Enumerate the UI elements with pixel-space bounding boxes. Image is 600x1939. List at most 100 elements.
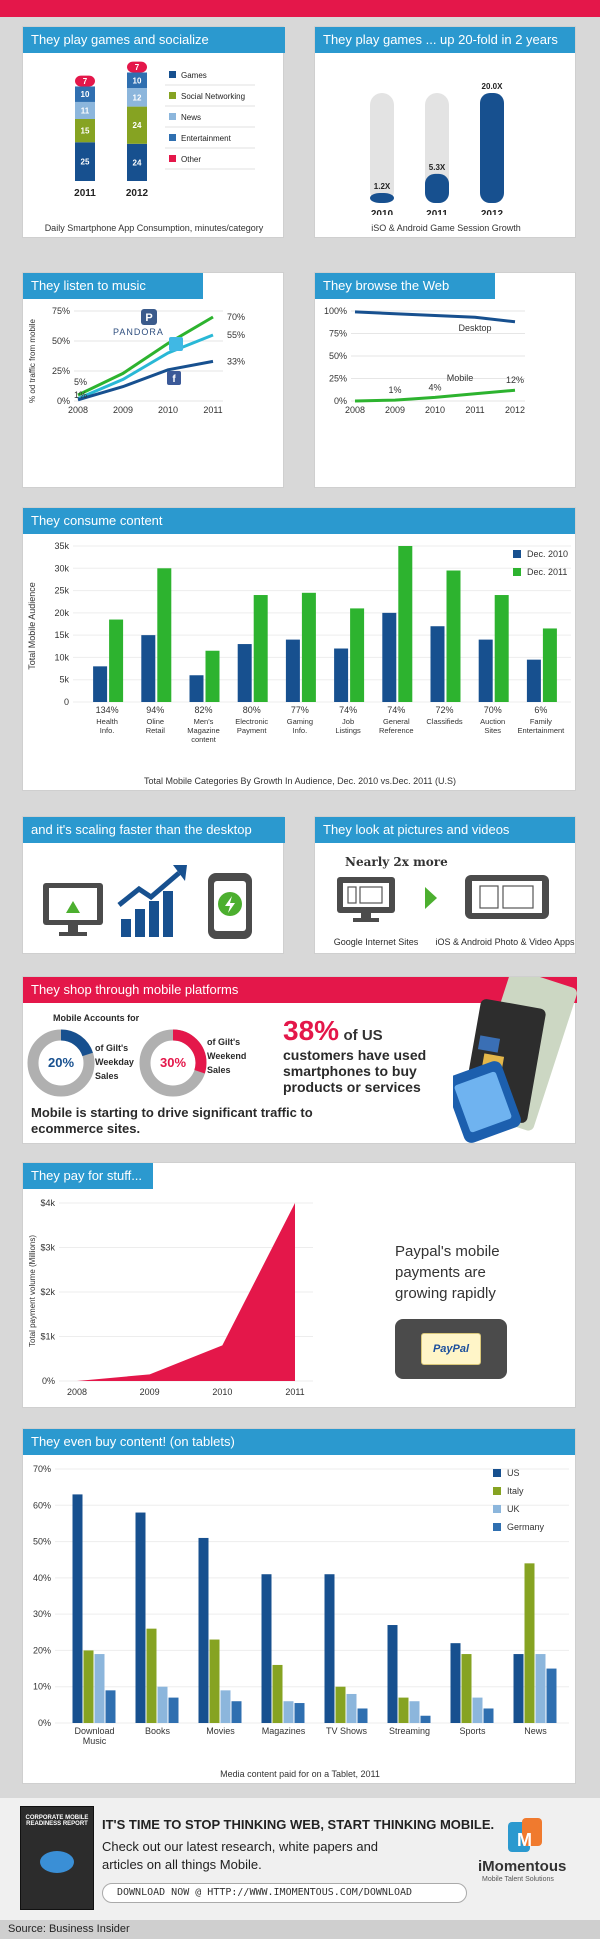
buy-bar-books-us (135, 1512, 146, 1723)
pandora-wordmark: PANDORA (113, 327, 164, 337)
games-legend-label-other: Other (181, 155, 201, 164)
pay-note-line-2: payments are (395, 1264, 486, 1281)
tablet-photo-icon (465, 875, 549, 919)
buy-bar-books-italy (146, 1628, 157, 1723)
music-xtick-2011: 2011 (203, 405, 222, 415)
content-ytick-20k: 20k (54, 608, 69, 618)
games-value-2012-other: 7 (135, 63, 140, 72)
growth-tick-2012: 2012 (481, 209, 504, 215)
buy-bar-books-uk (157, 1686, 168, 1723)
book-title-line-1: CORPORATE MOBILE (25, 1815, 89, 1821)
imomentous-logo-icon: M (508, 1818, 542, 1852)
content-caption: Total Mobile Categories By Growth In Aud… (144, 776, 456, 786)
games-value-2012-entertainment: 10 (133, 76, 142, 85)
buy-legend-label-italy: Italy (507, 1486, 524, 1496)
content-legend-label-dec-2011: Dec. 2011 (527, 567, 567, 577)
web-series-desktop: Desktop (458, 323, 491, 333)
music-end-facebook: 33% (227, 356, 245, 366)
download-link[interactable]: DOWNLOAD NOW @ HTTP://WWW.IMOMENTOUS.COM… (102, 1883, 467, 1903)
content-xtick-health-info-0: Health (96, 717, 118, 726)
buy-bar-streaming-us (387, 1625, 398, 1723)
content-growth-health-info: 134% (96, 705, 119, 715)
web-xtick-2012: 2012 (505, 405, 525, 415)
content-bar-men-s-magazine-content-dec-2010 (189, 675, 204, 702)
shop-big-text-2: customers have used (283, 1047, 427, 1063)
content-xtick-electronic-payment-0: Electronic (235, 717, 268, 726)
web-ytick-0: 0% (334, 396, 347, 406)
content-bar-men-s-magazine-content-dec-2011 (205, 650, 220, 702)
web-point-mobile-4: 12% (506, 375, 524, 385)
weekday-donut (27, 1029, 95, 1097)
twitter-icon (169, 337, 183, 351)
music-start-facebook: 1% (74, 390, 87, 400)
content-bar-health-info-dec-2010 (93, 666, 108, 702)
web-xtick-2009: 2009 (385, 405, 405, 415)
buy-xtick-download-music-1: Music (83, 1736, 107, 1746)
growth-label-2010: 1.2X (374, 182, 391, 191)
buy-bar-news-us (513, 1654, 524, 1723)
buy-bar-sports-us (450, 1643, 461, 1723)
buy-xtick-tv-shows-0: TV Shows (326, 1726, 368, 1736)
weekend-label-line-2: Weekend (207, 1051, 247, 1061)
footer-body: Check out our latest research, white pap… (102, 1838, 378, 1874)
buy-legend-label-germany: Germany (507, 1522, 545, 1532)
games-value-2011-news: 11 (81, 106, 90, 115)
buy-bar-movies-us (198, 1537, 209, 1723)
buy-ytick-40: 40% (33, 1573, 51, 1583)
buy-bar-tv-shows-italy (335, 1686, 346, 1723)
shop-big-text-1: of US (343, 1027, 383, 1044)
games-bar-2011-news (75, 101, 95, 119)
paypal-phone-icon: PayPal (395, 1319, 507, 1379)
games-legend-label-games: Games (181, 71, 207, 80)
panel-music: They listen to music 0% 25% 50% 75% 2008 2009… (22, 272, 284, 488)
content-bar-classifieds-dec-2011 (446, 570, 461, 702)
content-xtick-general-reference-1: Reference (379, 726, 414, 735)
games-value-2012-news: 12 (133, 93, 142, 102)
report-book-cover[interactable]: CORPORATE MOBILE READINESS REPORT (20, 1806, 94, 1910)
buy-ytick-60: 60% (33, 1500, 51, 1510)
growth-bar-2011 (425, 173, 449, 203)
content-bar-electronic-payment-dec-2011 (253, 595, 268, 702)
pay-area-chart: 0% $1k $2k $3k $4k 2008 2009 2010 2011 Total paym… (28, 1198, 313, 1397)
content-bar-oline-retail-dec-2010 (141, 635, 156, 702)
paypal-logo-text: PayPal (432, 1343, 470, 1355)
pay-xtick-2009: 2009 (140, 1387, 160, 1397)
buy-bar-magazines-germany (294, 1703, 305, 1723)
panel-games-title: They play games and socialize (23, 27, 285, 53)
weekday-label-line-2: Weekday (95, 1057, 134, 1067)
buy-bar-movies-uk (220, 1690, 231, 1723)
panel-pay-title: They pay for stuff... (23, 1163, 153, 1189)
games-bar-2012-entertainment (127, 72, 147, 88)
games-value-2011-games: 25 (81, 158, 90, 167)
weekend-label-line-3: Sales (207, 1065, 231, 1075)
growth-tick-2010: 2010 (371, 209, 394, 215)
buy-xtick-books-0: Books (145, 1726, 171, 1736)
content-bar-general-reference-dec-2011 (398, 546, 413, 702)
music-line-twitter (77, 333, 214, 400)
buy-caption: Media content paid for on a Tablet, 2011 (220, 1769, 380, 1779)
music-start-pandora: 5% (74, 377, 87, 387)
content-bar-family-entertainment-dec-2011 (542, 628, 557, 702)
games-bar-2011-entertainment (75, 86, 95, 102)
buy-xtick-news-0: News (524, 1726, 547, 1736)
content-bar-job-listings-dec-2010 (334, 648, 349, 702)
pay-ytick-3k: $3k (40, 1243, 55, 1253)
content-ytick-25k: 25k (54, 586, 69, 596)
content-bar-oline-retail-dec-2011 (157, 568, 172, 702)
games-bar-2012-news (127, 88, 147, 107)
buy-xtick-sports-0: Sports (459, 1726, 486, 1736)
buy-bar-movies-germany (231, 1701, 242, 1723)
buy-ytick-10: 10% (33, 1682, 51, 1692)
pay-note-line-1: Paypal's mobile (395, 1243, 500, 1260)
music-ytick-25: 25% (52, 366, 70, 376)
buy-xtick-magazines-0: Magazines (262, 1726, 306, 1736)
content-bar-health-info-dec-2011 (109, 619, 124, 702)
panel-music-title: They listen to music (23, 273, 203, 299)
panel-shop: They shop through mobile platforms Mobil… (22, 976, 577, 1144)
games-bar-2011-games (75, 142, 95, 181)
content-ytick-5k: 5k (59, 675, 69, 685)
music-end-pandora: 70% (227, 312, 245, 322)
games-bar-2011-other (75, 75, 95, 87)
growth-arrow-icon (117, 865, 187, 937)
weekend-donut (139, 1029, 207, 1097)
